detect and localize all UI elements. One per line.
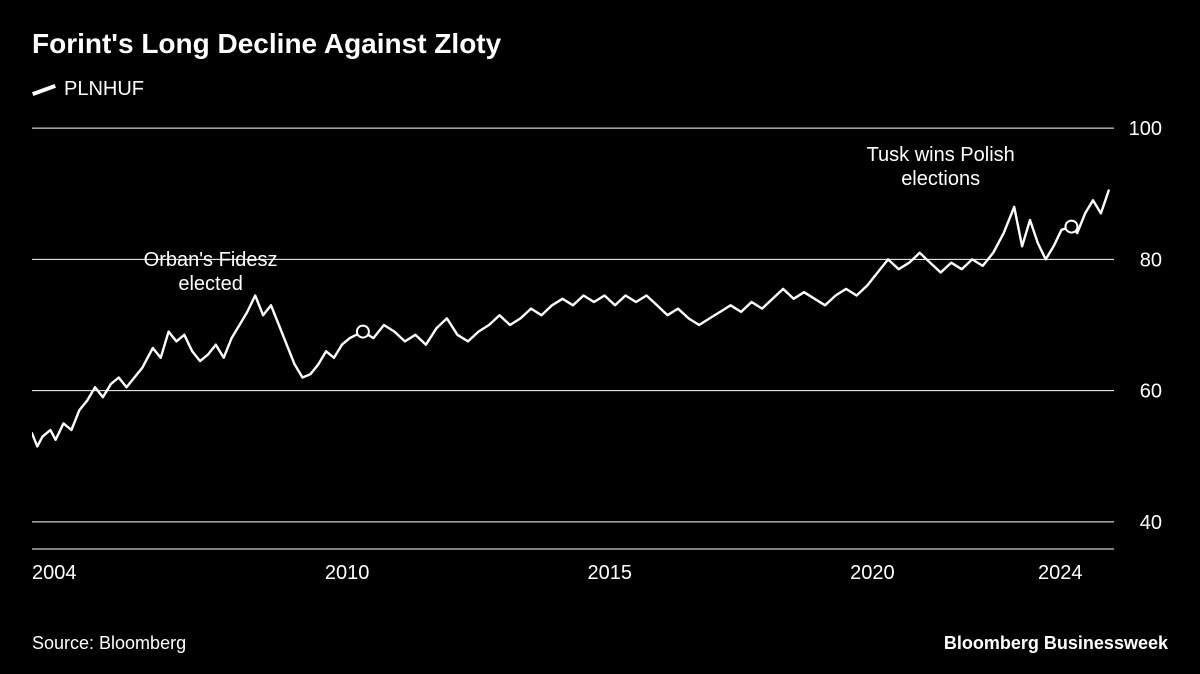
x-tick-label: 2020 <box>850 562 895 584</box>
y-tick-label: 60 <box>1140 381 1162 403</box>
x-tick-label: 2015 <box>588 562 633 584</box>
annotation-marker <box>357 326 369 338</box>
x-tick-label: 2004 <box>32 562 77 584</box>
legend-label: PLNHUF <box>64 78 144 101</box>
x-tick-label: 2010 <box>325 562 370 584</box>
y-tick-label: 80 <box>1140 249 1162 271</box>
y-tick-label: 100 <box>1129 118 1162 140</box>
source-text: Source: Bloomberg <box>32 633 186 654</box>
legend: PLNHUF <box>32 78 1168 101</box>
annotation-label: elections <box>901 168 980 190</box>
x-tick-label: 2024 <box>1038 562 1083 584</box>
brand-text: Bloomberg Businessweek <box>944 633 1168 654</box>
annotation-label: elected <box>178 273 243 295</box>
chart-area: 40 60 80 100 2004 2010 2015 2020 2024 Orban's Fid… <box>32 115 1168 621</box>
chart-title: Forint's Long Decline Against Zloty <box>32 28 1168 60</box>
legend-swatch <box>32 84 56 96</box>
series-line <box>32 191 1109 447</box>
annotation-label: Orban's Fidesz <box>144 249 278 271</box>
annotation-marker <box>1065 221 1077 233</box>
y-tick-label: 40 <box>1140 512 1162 534</box>
annotation-label: Tusk wins Polish <box>867 144 1015 166</box>
line-chart: 40 60 80 100 2004 2010 2015 2020 2024 Orban's Fid… <box>32 115 1168 585</box>
